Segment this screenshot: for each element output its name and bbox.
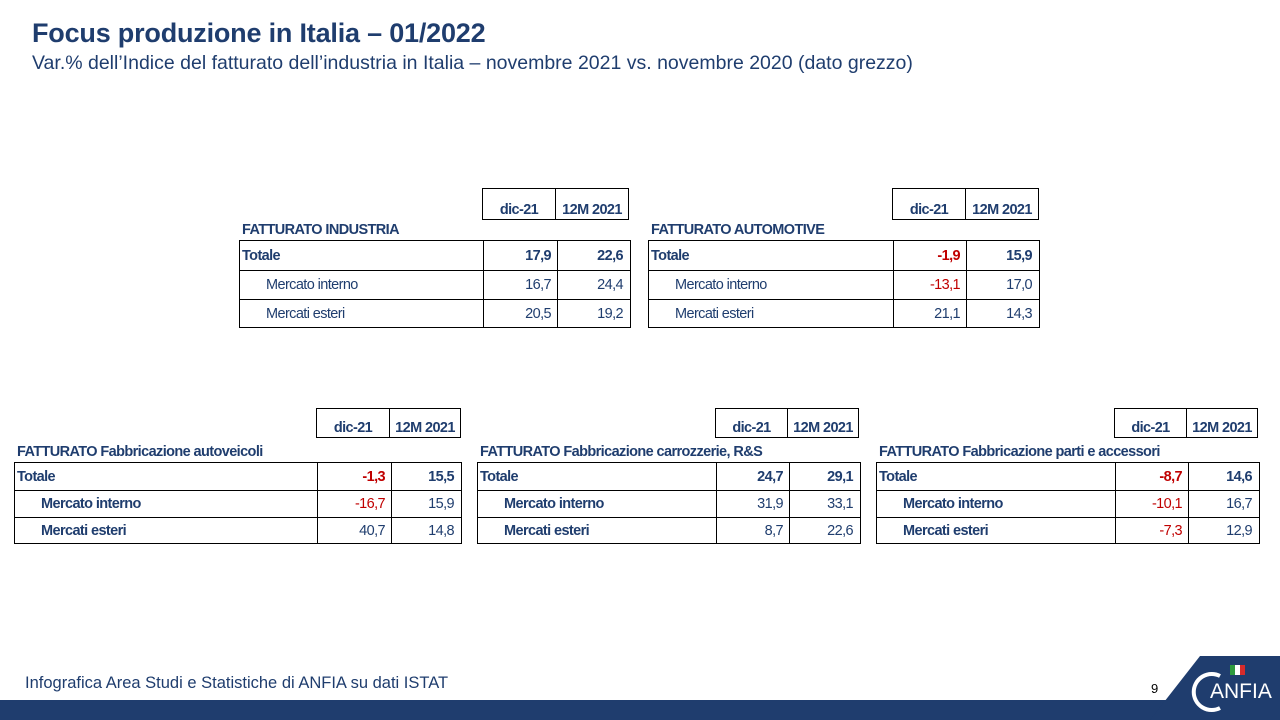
- table-row: Totale 24,7 29,1: [478, 463, 860, 490]
- value-12m2021: 15,9: [391, 491, 460, 517]
- value-12m2021: 14,8: [391, 518, 460, 543]
- page-number: 9: [1151, 681, 1159, 696]
- value-12m2021: 14,6: [1188, 463, 1258, 490]
- column-header-dic21: dic-21: [1131, 420, 1170, 436]
- value-dic21: -13,1: [893, 271, 966, 299]
- table-row: Mercato interno -10,1 16,7: [877, 490, 1259, 517]
- table-row: Mercato interno -13,1 17,0: [649, 270, 1039, 299]
- table-body: Totale 24,7 29,1 Mercato interno 31,9 33…: [477, 462, 861, 544]
- anfia-logo: ANFIA: [1150, 656, 1280, 720]
- value-12m2021: 19,2: [557, 300, 629, 327]
- table-header: dic-21 12M 2021: [892, 188, 1039, 220]
- value-dic21: -16,7: [317, 491, 391, 517]
- value-dic21: -10,1: [1115, 491, 1188, 517]
- table-body: Totale -8,7 14,6 Mercato interno -10,1 1…: [876, 462, 1260, 544]
- table-title: FATTURATO Fabbricazione parti e accessor…: [879, 444, 1160, 460]
- row-label: Mercato interno: [675, 277, 767, 293]
- value-dic21: 16,7: [483, 271, 557, 299]
- column-header-dic21: dic-21: [333, 420, 373, 436]
- row-label: Mercati esteri: [675, 305, 754, 322]
- footer-source: Infografica Area Studi e Statistiche di …: [25, 674, 449, 692]
- row-label: Mercato interno: [903, 496, 1003, 512]
- table-header: dic-21 12M 2021: [316, 408, 461, 438]
- table-row: Mercato interno 31,9 33,1: [478, 490, 860, 517]
- column-header-12m2021: 12M 2021: [1186, 409, 1257, 437]
- row-label: Totale: [17, 468, 56, 485]
- row-label: Totale: [651, 247, 690, 264]
- table-row: Mercato interno 16,7 24,4: [240, 270, 630, 299]
- flag-red: [1240, 665, 1245, 675]
- column-header-12m2021: 12M 2021: [389, 409, 460, 437]
- flag-green: [1230, 665, 1235, 675]
- table-row: Mercati esteri 8,7 22,6: [478, 517, 860, 543]
- column-header-12m2021: 12M 2021: [965, 189, 1038, 219]
- column-header-12m2021: 12M 2021: [555, 189, 628, 219]
- row-label: Mercati esteri: [41, 522, 127, 539]
- value-dic21: 21,1: [893, 300, 966, 327]
- value-dic21: 20,5: [483, 300, 557, 327]
- column-header-dic21: dic-21: [499, 202, 539, 218]
- value-dic21: 17,9: [483, 241, 557, 270]
- table-row: Mercati esteri -7,3 12,9: [877, 517, 1259, 543]
- value-dic21: -8,7: [1115, 463, 1188, 490]
- table-header: dic-21 12M 2021: [482, 188, 629, 220]
- value-12m2021: 24,4: [557, 271, 629, 299]
- value-12m2021: 12,9: [1188, 518, 1258, 543]
- table-row: Totale -8,7 14,6: [877, 463, 1259, 490]
- column-header-dic21: dic-21: [732, 420, 771, 436]
- value-dic21: 8,7: [716, 518, 789, 543]
- value-12m2021: 22,6: [789, 518, 859, 543]
- row-label: Mercato interno: [504, 496, 604, 512]
- column-header-12m2021: 12M 2021: [787, 409, 858, 437]
- value-dic21: 31,9: [716, 491, 789, 517]
- table-row: Mercato interno -16,7 15,9: [15, 490, 461, 517]
- logo-background: [1150, 656, 1280, 720]
- table-row: Totale -1,3 15,5: [15, 463, 461, 490]
- logo-text: ANFIA: [1210, 680, 1272, 703]
- footer-bar: [0, 700, 1280, 720]
- table-title: FATTURATO Fabbricazione autoveicoli: [17, 444, 263, 460]
- table-body: Totale -1,3 15,5 Mercato interno -16,7 1…: [14, 462, 462, 544]
- table-header: dic-21 12M 2021: [715, 408, 859, 438]
- value-12m2021: 14,3: [966, 300, 1038, 327]
- row-label: Totale: [242, 247, 281, 264]
- row-label: Mercato interno: [266, 277, 358, 293]
- row-label: Mercati esteri: [903, 522, 989, 539]
- table-body: Totale -1,9 15,9 Mercato interno -13,1 1…: [648, 240, 1040, 328]
- row-label: Mercati esteri: [504, 522, 590, 539]
- table-header: dic-21 12M 2021: [1114, 408, 1258, 438]
- value-12m2021: 33,1: [789, 491, 859, 517]
- flag-white: [1235, 665, 1240, 675]
- value-dic21: -1,3: [317, 463, 391, 490]
- value-12m2021: 22,6: [557, 241, 629, 270]
- value-dic21: 24,7: [716, 463, 789, 490]
- row-label: Totale: [879, 468, 918, 485]
- page-subtitle: Var.% dell’Indice del fatturato dell’ind…: [32, 52, 913, 74]
- value-dic21: 40,7: [317, 518, 391, 543]
- table-row: Totale 17,9 22,6: [240, 241, 630, 270]
- row-label: Totale: [480, 468, 519, 485]
- table-row: Mercati esteri 20,5 19,2: [240, 299, 630, 327]
- table-body: Totale 17,9 22,6 Mercato interno 16,7 24…: [239, 240, 631, 328]
- value-dic21: -1,9: [893, 241, 966, 270]
- row-label: Mercato interno: [41, 496, 141, 512]
- value-12m2021: 15,5: [391, 463, 460, 490]
- table-title: FATTURATO AUTOMOTIVE: [651, 222, 825, 238]
- table-title: FATTURATO Fabbricazione carrozzerie, R&S: [480, 444, 763, 460]
- row-label: Mercati esteri: [266, 305, 345, 322]
- value-dic21: -7,3: [1115, 518, 1188, 543]
- column-header-dic21: dic-21: [909, 202, 949, 218]
- table-row: Mercati esteri 21,1 14,3: [649, 299, 1039, 327]
- table-row: Mercati esteri 40,7 14,8: [15, 517, 461, 543]
- page-title: Focus produzione in Italia – 01/2022: [32, 18, 486, 48]
- value-12m2021: 29,1: [789, 463, 859, 490]
- table-row: Totale -1,9 15,9: [649, 241, 1039, 270]
- logo-c-mark: [1191, 672, 1221, 712]
- value-12m2021: 15,9: [966, 241, 1038, 270]
- value-12m2021: 16,7: [1188, 491, 1258, 517]
- value-12m2021: 17,0: [966, 271, 1038, 299]
- table-title: FATTURATO INDUSTRIA: [242, 222, 400, 238]
